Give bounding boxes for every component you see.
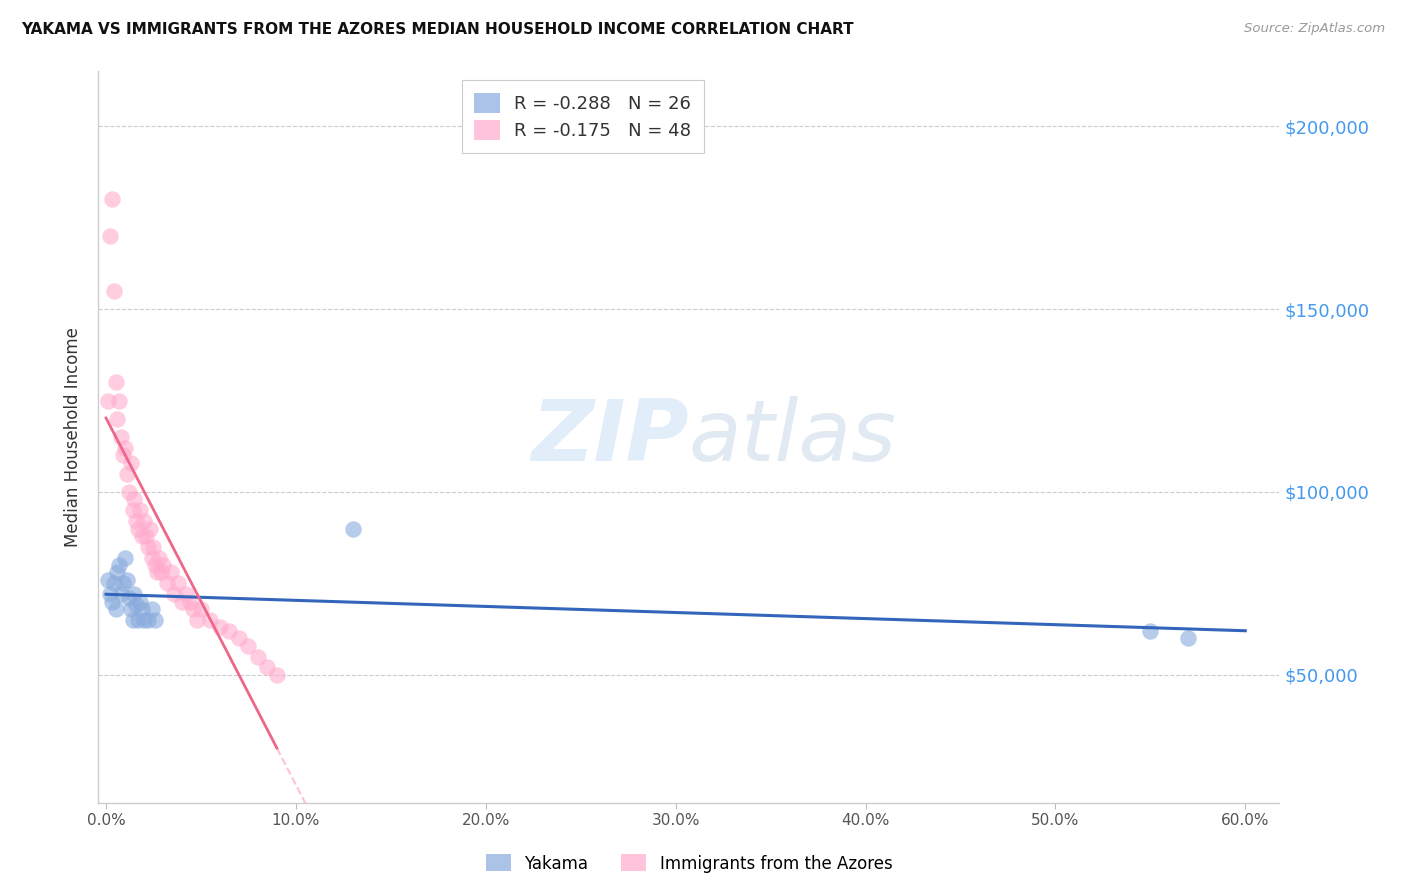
Point	[115, 573, 138, 587]
Point	[104, 375, 127, 389]
Point	[107, 412, 129, 426]
Point	[142, 540, 165, 554]
Point	[125, 514, 148, 528]
Point	[98, 228, 121, 243]
Point	[112, 448, 135, 462]
Point	[135, 529, 157, 543]
Point	[228, 632, 250, 646]
Point	[124, 492, 146, 507]
Point	[150, 566, 173, 580]
Text: Source: ZipAtlas.com: Source: ZipAtlas.com	[1244, 22, 1385, 36]
Point	[120, 602, 142, 616]
Point	[132, 514, 155, 528]
Point	[1139, 624, 1161, 638]
Point	[138, 521, 160, 535]
Point	[118, 591, 141, 605]
Point	[190, 602, 212, 616]
Point	[246, 649, 269, 664]
Point	[145, 613, 167, 627]
Point	[108, 558, 131, 573]
Point	[100, 192, 122, 206]
Point	[148, 550, 170, 565]
Point	[97, 573, 120, 587]
Point	[118, 485, 141, 500]
Point	[136, 540, 159, 554]
Point	[163, 587, 186, 601]
Point	[129, 503, 152, 517]
Point	[132, 613, 155, 627]
Point	[266, 667, 288, 681]
Point	[120, 456, 142, 470]
Y-axis label: Median Household Income: Median Household Income	[65, 327, 83, 547]
Point	[174, 587, 197, 601]
Point	[170, 594, 193, 608]
Point	[256, 660, 278, 674]
Point	[100, 594, 122, 608]
Point	[218, 624, 240, 638]
Point	[104, 602, 127, 616]
Point	[152, 558, 174, 573]
Point	[156, 576, 179, 591]
Point	[141, 550, 163, 565]
Point	[238, 639, 260, 653]
Point	[127, 521, 149, 535]
Point	[107, 566, 129, 580]
Point	[103, 284, 125, 298]
Point	[200, 613, 222, 627]
Point	[129, 594, 152, 608]
Point	[159, 566, 181, 580]
Text: YAKAMA VS IMMIGRANTS FROM THE AZORES MEDIAN HOUSEHOLD INCOME CORRELATION CHART: YAKAMA VS IMMIGRANTS FROM THE AZORES MED…	[21, 22, 853, 37]
Point	[110, 430, 132, 444]
Point	[167, 576, 190, 591]
Point	[1177, 632, 1199, 646]
Point	[136, 613, 159, 627]
Point	[114, 441, 136, 455]
Text: atlas: atlas	[689, 395, 897, 479]
Point	[186, 613, 208, 627]
Point	[121, 503, 143, 517]
Point	[115, 467, 138, 481]
Point	[131, 602, 153, 616]
Point	[179, 594, 201, 608]
Point	[108, 393, 131, 408]
Point	[145, 558, 167, 573]
Point	[110, 587, 132, 601]
Point	[98, 587, 121, 601]
Text: ZIP: ZIP	[531, 395, 689, 479]
Point	[112, 576, 135, 591]
Point	[146, 566, 169, 580]
Legend: R = -0.288   N = 26, R = -0.175   N = 48: R = -0.288 N = 26, R = -0.175 N = 48	[461, 80, 704, 153]
Point	[121, 613, 143, 627]
Point	[114, 550, 136, 565]
Point	[141, 602, 163, 616]
Point	[131, 529, 153, 543]
Point	[208, 620, 231, 634]
Point	[124, 587, 146, 601]
Point	[103, 576, 125, 591]
Point	[125, 599, 148, 613]
Point	[127, 613, 149, 627]
Legend: Yakama, Immigrants from the Azores: Yakama, Immigrants from the Azores	[479, 847, 898, 880]
Point	[183, 602, 205, 616]
Point	[342, 521, 364, 535]
Point	[97, 393, 120, 408]
